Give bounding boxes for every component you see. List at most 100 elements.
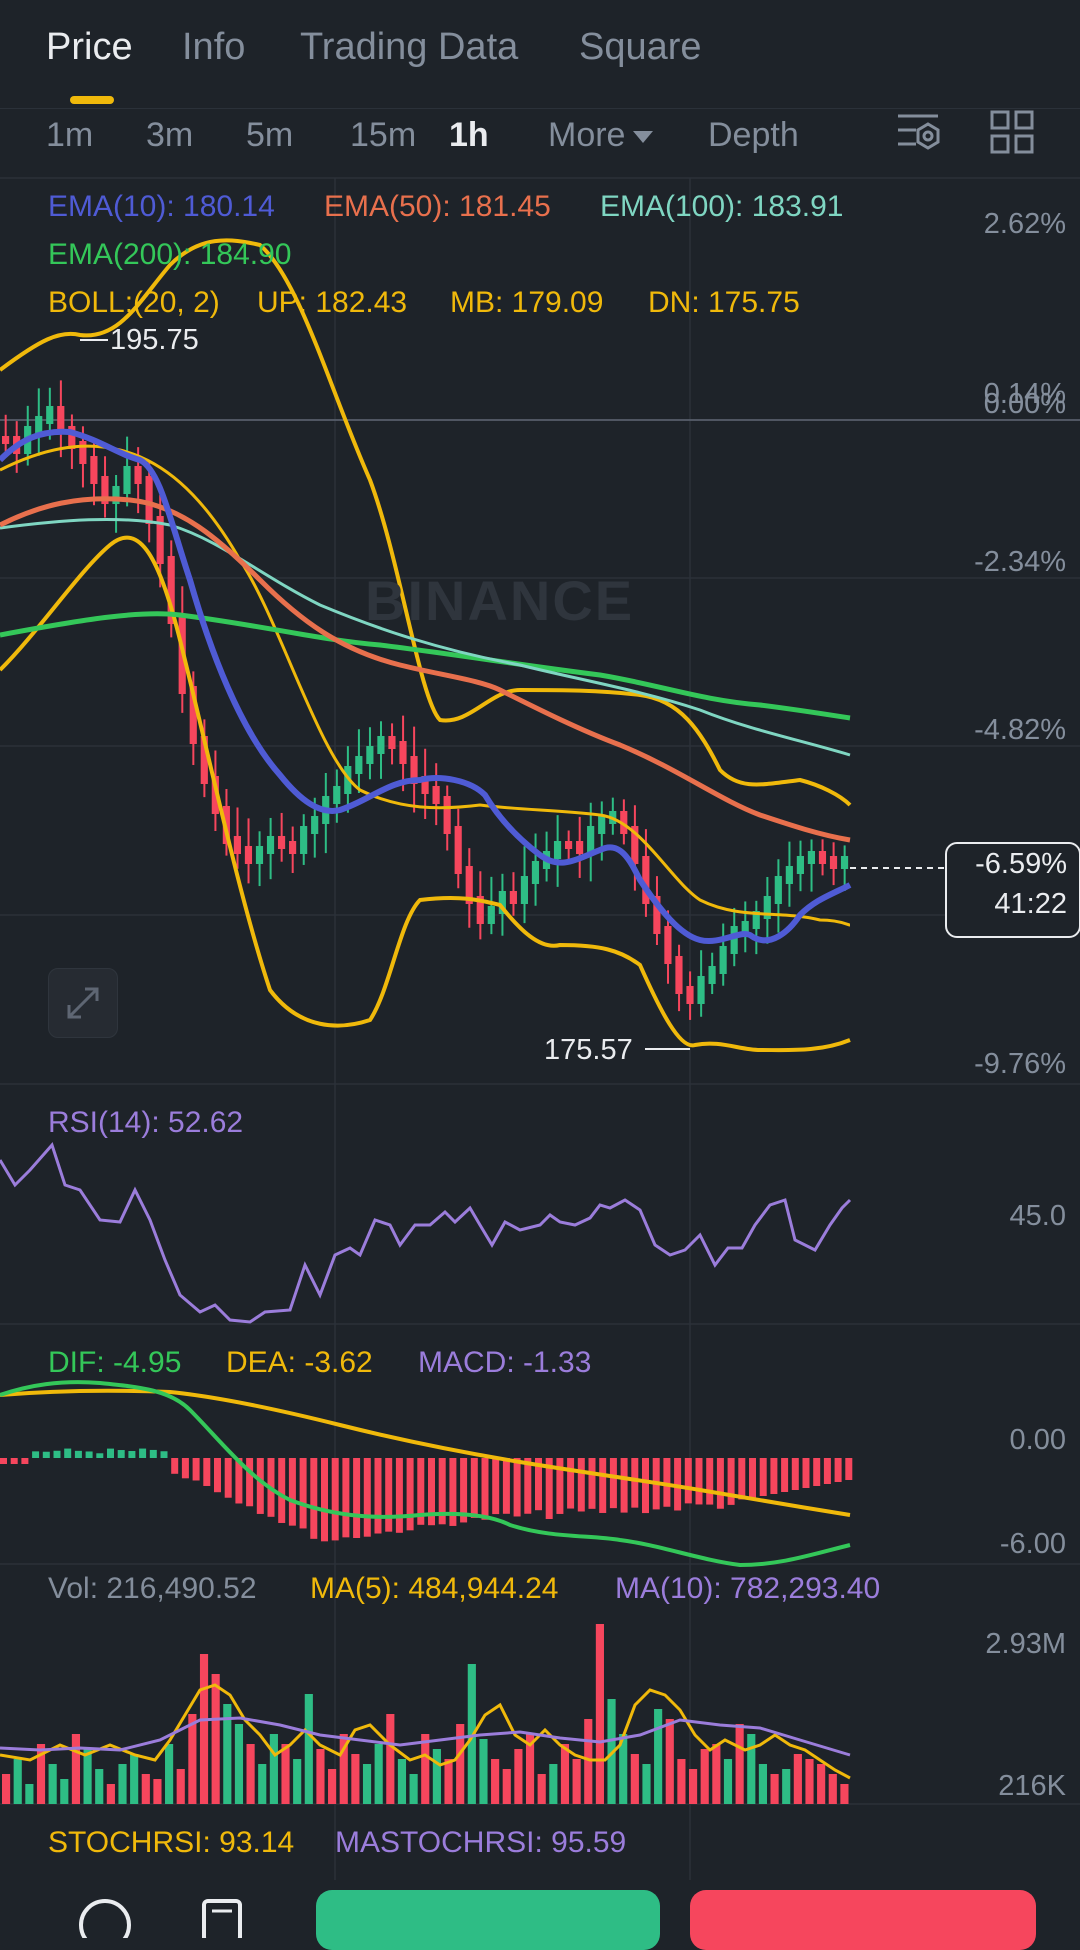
- macd-bar: [353, 1458, 361, 1539]
- volume-bar: [654, 1709, 663, 1804]
- macd-bar: [781, 1458, 789, 1492]
- candle-body: [145, 476, 153, 524]
- macd-bar: [256, 1458, 264, 1514]
- volume-bar: [793, 1754, 802, 1804]
- volume-bar: [712, 1744, 721, 1804]
- interval-15m[interactable]: 15m: [350, 116, 417, 154]
- candle-body: [509, 891, 517, 904]
- candle-body: [498, 891, 506, 914]
- volume-bar: [293, 1759, 302, 1804]
- grid: [0, 177, 1080, 1880]
- interval-bar: 1m 3m 5m 15m 1h More Depth: [0, 108, 1080, 178]
- ema50-legend: EMA(50): 181.45: [324, 190, 551, 223]
- volume-bar: [421, 1734, 430, 1804]
- candle-body: [134, 466, 142, 484]
- expand-button[interactable]: [48, 968, 118, 1038]
- candle-body: [730, 926, 738, 954]
- mastochrsi-legend: MASTOCHRSI: 95.59: [335, 1826, 627, 1859]
- macd-bar: [492, 1458, 500, 1515]
- tab-trading-data[interactable]: Trading Data: [300, 26, 519, 68]
- macd-bar: [738, 1458, 746, 1500]
- interval-3m[interactable]: 3m: [146, 116, 194, 154]
- sell-button[interactable]: [690, 1890, 1036, 1950]
- volume-bar: [432, 1749, 441, 1804]
- macd-bar: [342, 1458, 350, 1538]
- interval-1m[interactable]: 1m: [46, 116, 94, 154]
- volume-bar: [281, 1744, 290, 1804]
- volume-bar: [805, 1759, 814, 1804]
- candle-body: [752, 911, 760, 929]
- candle-body: [101, 476, 109, 504]
- volume-bar: [130, 1754, 139, 1804]
- chat-icon[interactable]: [75, 1895, 135, 1938]
- volume-bar: [735, 1724, 744, 1804]
- macd-bar: [192, 1458, 200, 1481]
- volume-bar: [630, 1754, 639, 1804]
- volume-bar: [374, 1744, 383, 1804]
- macd-bar: [599, 1458, 607, 1513]
- volume-bar: [339, 1734, 348, 1804]
- macd-bar: [567, 1458, 575, 1509]
- document-icon[interactable]: [198, 1895, 248, 1938]
- tab-square[interactable]: Square: [579, 26, 702, 68]
- macd-bar: [577, 1458, 585, 1512]
- rsi-line: [0, 1142, 852, 1324]
- tab-price[interactable]: Price: [46, 26, 133, 68]
- macd-bar: [96, 1453, 104, 1458]
- buy-button[interactable]: [316, 1890, 660, 1950]
- candle-body: [796, 856, 804, 874]
- grid-layout-icon[interactable]: [988, 108, 1036, 156]
- depth-tab[interactable]: Depth: [708, 116, 799, 154]
- interval-1h[interactable]: 1h: [449, 116, 489, 154]
- macd-bar: [791, 1458, 799, 1490]
- candle-body: [719, 946, 727, 974]
- boll-up-legend: UP: 182.43: [257, 286, 408, 319]
- tab-info[interactable]: Info: [182, 26, 246, 68]
- candle-body: [454, 826, 462, 874]
- candle-body: [333, 786, 341, 804]
- volume-bar: [479, 1739, 488, 1804]
- candle-body: [642, 856, 650, 904]
- vol-ma10-legend: MA(10): 782,293.40: [615, 1572, 881, 1605]
- dif-line: [0, 1380, 851, 1568]
- volume-bar: [118, 1764, 127, 1804]
- interval-5m[interactable]: 5m: [246, 116, 294, 154]
- boll-upper-line: [0, 238, 852, 807]
- macd-bar: [203, 1458, 211, 1486]
- top-tabs: Price Info Trading Data Square: [0, 0, 1080, 109]
- candle-body: [266, 836, 275, 854]
- macd-bar: [716, 1458, 724, 1509]
- boll-dn-legend: DN: 175.75: [648, 286, 800, 319]
- current-price-box[interactable]: -6.59% 41:22: [945, 842, 1080, 938]
- volume-bar: [525, 1734, 535, 1804]
- volume-bar: [141, 1774, 150, 1804]
- candle-body: [410, 756, 418, 784]
- macd-bar: [53, 1450, 61, 1458]
- volume-bar: [456, 1724, 465, 1804]
- volume-bars: [2, 1624, 849, 1804]
- volume-bar: [665, 1719, 674, 1804]
- volume-bar: [386, 1714, 395, 1804]
- macd-bar: [32, 1451, 40, 1458]
- vol-legend: Vol: 216,490.52: [48, 1572, 257, 1605]
- candle-body: [840, 856, 849, 869]
- volume-bar: [316, 1749, 325, 1804]
- candle-body: [443, 796, 451, 834]
- high-price-marker: 195.75: [110, 324, 199, 356]
- macd-bar: [513, 1458, 521, 1517]
- volume-bar: [514, 1749, 523, 1804]
- volume-bar: [677, 1759, 686, 1804]
- macd-bar: [128, 1451, 136, 1458]
- macd-bar: [460, 1458, 468, 1523]
- ema10-line: [0, 428, 852, 945]
- chart-settings-icon[interactable]: [894, 108, 942, 156]
- volume-bar: [188, 1714, 197, 1804]
- candle-body: [399, 741, 407, 764]
- candle-body: [277, 836, 286, 849]
- volume-bar: [234, 1724, 244, 1804]
- volume-bar: [258, 1764, 267, 1804]
- candle-body: [531, 861, 540, 884]
- more-dropdown[interactable]: More: [548, 116, 654, 155]
- volume-bar: [444, 1759, 453, 1804]
